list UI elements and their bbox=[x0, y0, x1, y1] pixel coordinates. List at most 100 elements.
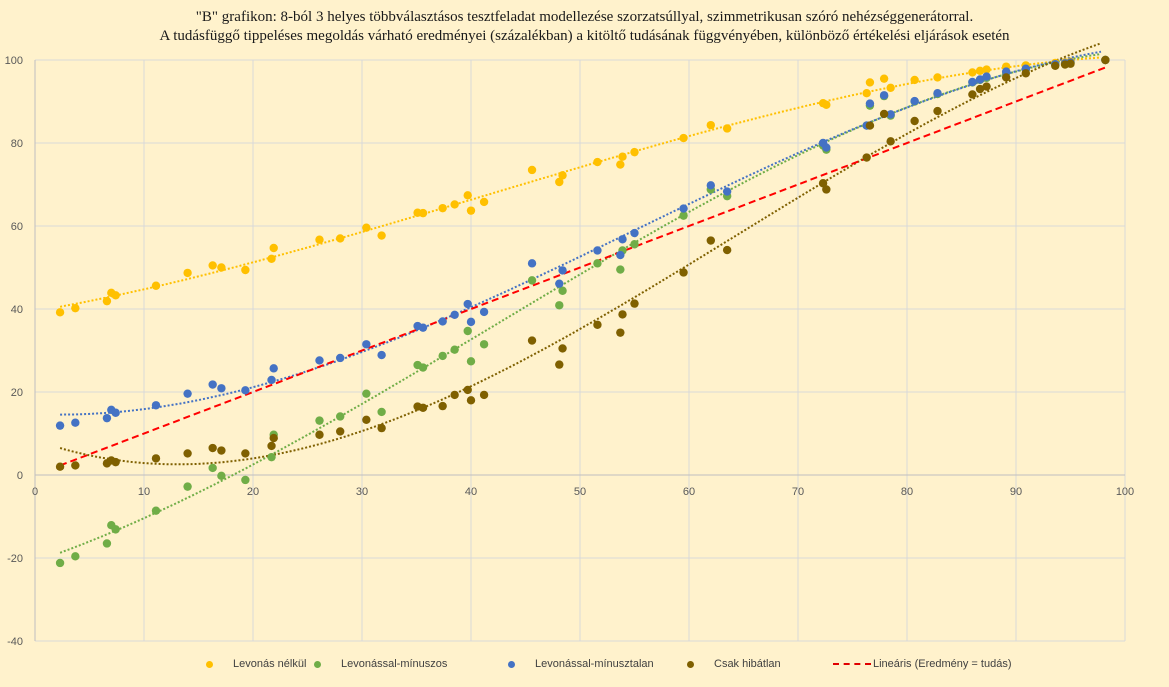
point-csak-hib-tlan bbox=[151, 454, 161, 463]
point-levon-s-n-lk-l bbox=[933, 73, 942, 82]
point-levon-ssal-m-nuszos bbox=[55, 558, 65, 568]
point-csak-hib-tlan bbox=[593, 320, 602, 329]
point-levon-ssal-m-nusztalan bbox=[722, 187, 732, 196]
point-levon-ssal-m-nuszos bbox=[616, 265, 625, 274]
point-csak-hib-tlan bbox=[679, 268, 688, 277]
trendline-levon-ssal-m-nusztalan bbox=[60, 50, 1102, 416]
x-tick-label: 100 bbox=[1116, 486, 1134, 498]
point-csak-hib-tlan bbox=[933, 106, 942, 116]
point-csak-hib-tlan bbox=[555, 360, 564, 369]
point-levon-s-n-lk-l bbox=[418, 208, 428, 218]
point-csak-hib-tlan bbox=[269, 433, 278, 443]
point-levon-ssal-m-nusztalan bbox=[217, 384, 226, 393]
point-csak-hib-tlan bbox=[362, 415, 371, 425]
y-tick-label: -20 bbox=[7, 553, 23, 565]
y-tick-label: -40 bbox=[7, 636, 23, 648]
point-levon-s-n-lk-l bbox=[269, 243, 278, 253]
legend-item-levonassal-minusztalan[interactable]: Levonással-mínusztalan bbox=[508, 658, 654, 670]
chart-subtitle: A tudásfüggő tippeléses megoldás várható… bbox=[159, 28, 1010, 44]
point-levon-s-n-lk-l bbox=[679, 133, 688, 143]
point-csak-hib-tlan bbox=[616, 328, 625, 337]
tick-labels: 0 10 20 30 40 50 60 70 80 90 100 100 80 60 40 20 0 -20 -40 bbox=[5, 55, 1135, 648]
point-levon-ssal-m-nusztalan bbox=[438, 317, 447, 326]
point-levon-ssal-m-nusztalan bbox=[558, 266, 567, 275]
chart-title: "B" grafikon: 8-ból 3 helyes többválaszt… bbox=[0, 8, 1169, 46]
point-levon-ssal-m-nuszos bbox=[362, 389, 371, 398]
point-levon-ssal-m-nusztalan bbox=[630, 228, 639, 238]
x-tick-label: 80 bbox=[901, 486, 913, 498]
legend-marker-icon bbox=[314, 660, 321, 668]
point-csak-hib-tlan bbox=[1001, 73, 1011, 82]
point-csak-hib-tlan bbox=[241, 449, 250, 458]
legend-label: Levonással-mínuszos bbox=[341, 658, 448, 670]
point-levon-s-n-lk-l bbox=[865, 78, 875, 87]
point-csak-hib-tlan bbox=[208, 443, 217, 453]
point-levon-ssal-m-nusztalan bbox=[336, 353, 345, 363]
point-levon-s-n-lk-l bbox=[241, 265, 250, 275]
x-tick-label: 20 bbox=[247, 486, 259, 498]
point-levon-ssal-m-nusztalan bbox=[679, 204, 688, 213]
point-levon-ssal-m-nusztalan bbox=[879, 91, 889, 100]
point-levon-s-n-lk-l bbox=[463, 191, 472, 200]
point-csak-hib-tlan bbox=[1101, 55, 1110, 65]
point-levon-s-n-lk-l bbox=[183, 268, 192, 278]
legend-label: Csak hibátlan bbox=[714, 658, 781, 670]
point-csak-hib-tlan bbox=[975, 84, 985, 94]
point-csak-hib-tlan bbox=[968, 90, 977, 99]
point-levon-ssal-m-nusztalan bbox=[865, 99, 875, 108]
point-levon-ssal-m-nusztalan bbox=[55, 421, 65, 430]
point-csak-hib-tlan bbox=[267, 441, 276, 451]
point-csak-hib-tlan bbox=[822, 185, 831, 194]
point-csak-hib-tlan bbox=[315, 430, 324, 439]
x-tick-label: 50 bbox=[574, 486, 586, 498]
point-levon-s-n-lk-l bbox=[968, 68, 977, 77]
point-levon-ssal-m-nuszos bbox=[630, 240, 639, 249]
point-levon-ssal-m-nusztalan bbox=[183, 389, 192, 398]
data-points bbox=[55, 55, 1110, 568]
point-csak-hib-tlan bbox=[336, 427, 345, 436]
trendline-levon-s-n-lk-l bbox=[59, 56, 1102, 308]
point-csak-hib-tlan bbox=[377, 423, 386, 433]
point-levon-ssal-m-nuszos bbox=[183, 482, 192, 491]
point-levon-ssal-m-nusztalan bbox=[886, 110, 895, 119]
legend-item-levonassal-minuszos[interactable]: Levonással-mínuszos bbox=[314, 658, 447, 670]
linear-reference-line bbox=[59, 66, 1106, 467]
gridlines bbox=[34, 59, 1126, 642]
point-levon-ssal-m-nuszos bbox=[336, 412, 345, 421]
point-levon-ssal-m-nuszos bbox=[241, 475, 250, 485]
point-levon-ssal-m-nusztalan bbox=[706, 181, 715, 190]
point-levon-ssal-m-nuszos bbox=[71, 552, 80, 561]
legend-item-linearis[interactable]: Lineáris (Eredmény = tudás) bbox=[833, 658, 1011, 670]
point-levon-ssal-m-nusztalan bbox=[71, 418, 80, 427]
point-csak-hib-tlan bbox=[618, 310, 627, 319]
legend-label: Levonással-mínusztalan bbox=[535, 658, 654, 670]
point-levon-s-n-lk-l bbox=[616, 160, 625, 169]
point-levon-ssal-m-nusztalan bbox=[616, 250, 625, 260]
legend-marker-icon bbox=[206, 660, 213, 668]
scatter-chart: 0 10 20 30 40 50 60 70 80 90 100 100 80 60 40 20 0 -20 -40 bbox=[5, 42, 1135, 648]
point-levon-ssal-m-nusztalan bbox=[418, 323, 428, 332]
legend-item-levonas-nelkul[interactable]: Levonás nélkül bbox=[206, 658, 306, 670]
point-levon-s-n-lk-l bbox=[111, 291, 120, 300]
point-csak-hib-tlan bbox=[1021, 69, 1031, 78]
point-csak-hib-tlan bbox=[183, 449, 192, 458]
point-levon-ssal-m-nusztalan bbox=[267, 375, 276, 385]
point-levon-s-n-lk-l bbox=[975, 66, 985, 75]
y-tick-label: 80 bbox=[11, 138, 23, 150]
point-csak-hib-tlan bbox=[463, 385, 472, 395]
point-csak-hib-tlan bbox=[910, 116, 919, 126]
point-levon-ssal-m-nusztalan bbox=[450, 310, 459, 320]
point-csak-hib-tlan bbox=[630, 299, 639, 308]
point-levon-ssal-m-nuszos bbox=[558, 286, 567, 295]
y-tick-label: 20 bbox=[11, 387, 23, 399]
point-levon-s-n-lk-l bbox=[362, 223, 371, 232]
point-levon-ssal-m-nusztalan bbox=[822, 143, 831, 152]
point-levon-s-n-lk-l bbox=[822, 100, 831, 110]
point-levon-ssal-m-nusztalan bbox=[377, 350, 386, 360]
point-levon-ssal-m-nusztalan bbox=[362, 340, 371, 349]
legend-item-csak-hibatlan[interactable]: Csak hibátlan bbox=[687, 658, 781, 670]
point-levon-s-n-lk-l bbox=[217, 263, 226, 272]
point-levon-ssal-m-nusztalan bbox=[968, 77, 977, 87]
point-levon-s-n-lk-l bbox=[618, 152, 627, 161]
x-tick-label: 70 bbox=[792, 486, 804, 498]
